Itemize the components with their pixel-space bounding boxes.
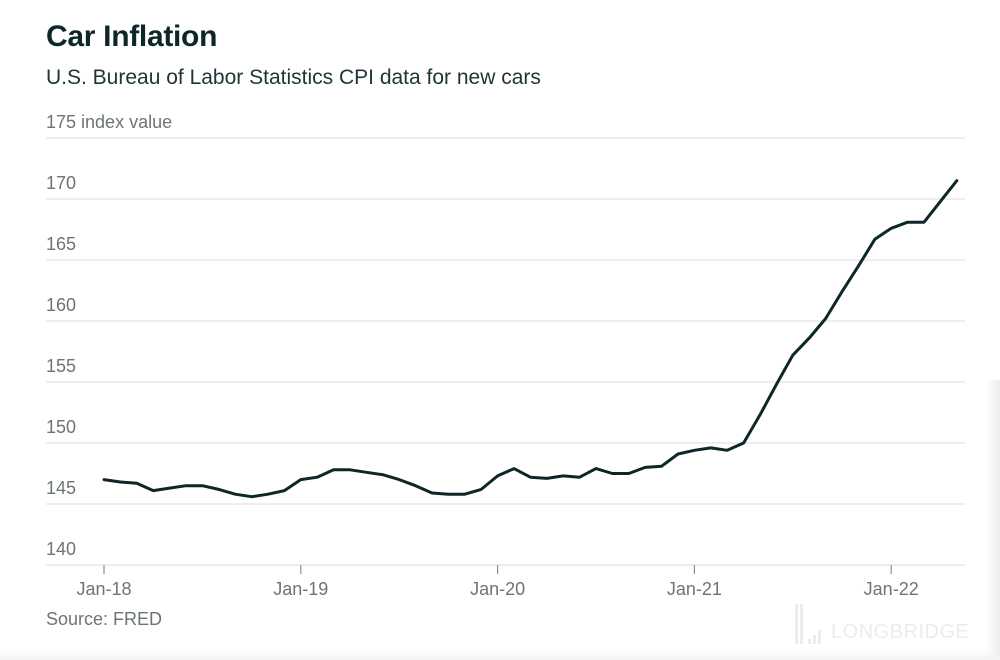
series-line-cpi-new-cars bbox=[102, 179, 959, 499]
longbridge-logo-icon bbox=[795, 604, 821, 644]
longbridge-watermark: LONGBRIDGE bbox=[795, 604, 969, 644]
x-tick-label: Jan-22 bbox=[864, 579, 919, 599]
source-note: Source: FRED bbox=[46, 609, 163, 629]
x-tick-label: Jan-19 bbox=[273, 579, 328, 599]
y-tick-label: 170 bbox=[46, 173, 76, 193]
y-axis-labels: 140 145 150 155 160 165 170 175 index value bbox=[46, 112, 172, 559]
edge-shadow bbox=[986, 380, 1000, 660]
bottom-shadow bbox=[0, 648, 1000, 660]
y-tick-label: 175 index value bbox=[46, 112, 172, 132]
y-tick-label: 160 bbox=[46, 295, 76, 315]
y-tick-label: 150 bbox=[46, 417, 76, 437]
y-tick-label: 140 bbox=[46, 539, 76, 559]
x-tick-label: Jan-18 bbox=[76, 579, 131, 599]
y-tick-label: 145 bbox=[46, 478, 76, 498]
gridlines bbox=[46, 137, 965, 566]
chart-title: Car Inflation bbox=[46, 20, 218, 53]
y-tick-label: 165 bbox=[46, 234, 76, 254]
chart-subtitle: U.S. Bureau of Labor Statistics CPI data… bbox=[46, 66, 541, 89]
line-chart: 140 145 150 155 160 165 170 175 index value Jan… bbox=[46, 112, 965, 599]
x-axis: Jan-18 Jan-19 Jan-20 Jan-21 Jan-22 bbox=[76, 565, 919, 599]
x-tick-label: Jan-21 bbox=[667, 579, 722, 599]
watermark-text: LONGBRIDGE bbox=[831, 621, 970, 643]
x-tick-label: Jan-20 bbox=[470, 579, 525, 599]
y-tick-label: 155 bbox=[46, 356, 76, 376]
